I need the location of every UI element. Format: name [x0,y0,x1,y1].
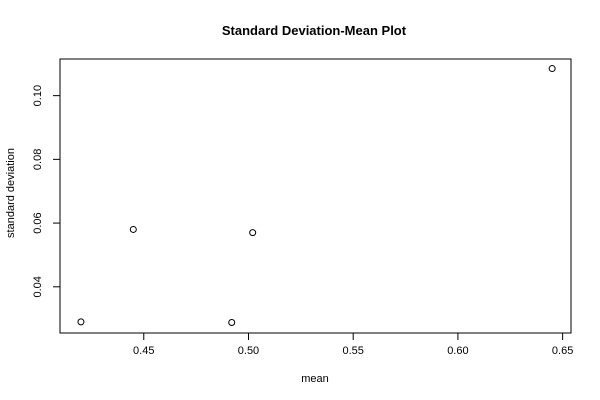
x-tick-label: 0.65 [552,345,573,357]
y-axis-label: standard deviation [5,148,17,238]
y-tick-label: 0.10 [32,85,44,106]
x-axis-label: mean [301,373,329,385]
chart-title: Standard Deviation-Mean Plot [222,23,407,38]
data-point [249,229,257,237]
y-tick-label: 0.04 [32,276,44,297]
y-tick-label: 0.08 [32,149,44,170]
data-point [77,318,85,326]
x-axis: 0.45 0.50 0.55 0.60 0.65 [133,332,573,357]
data-point [129,225,137,233]
y-axis: 0.04 0.06 0.08 0.10 [32,85,61,298]
data-point [228,318,236,326]
x-tick-label: 0.55 [342,345,363,357]
plot-frame [59,58,572,334]
y-tick-label: 0.06 [32,212,44,233]
data-point [548,65,556,73]
x-tick-label: 0.60 [447,345,468,357]
data-points [77,65,556,326]
x-tick-label: 0.50 [238,345,259,357]
x-tick-label: 0.45 [133,345,154,357]
